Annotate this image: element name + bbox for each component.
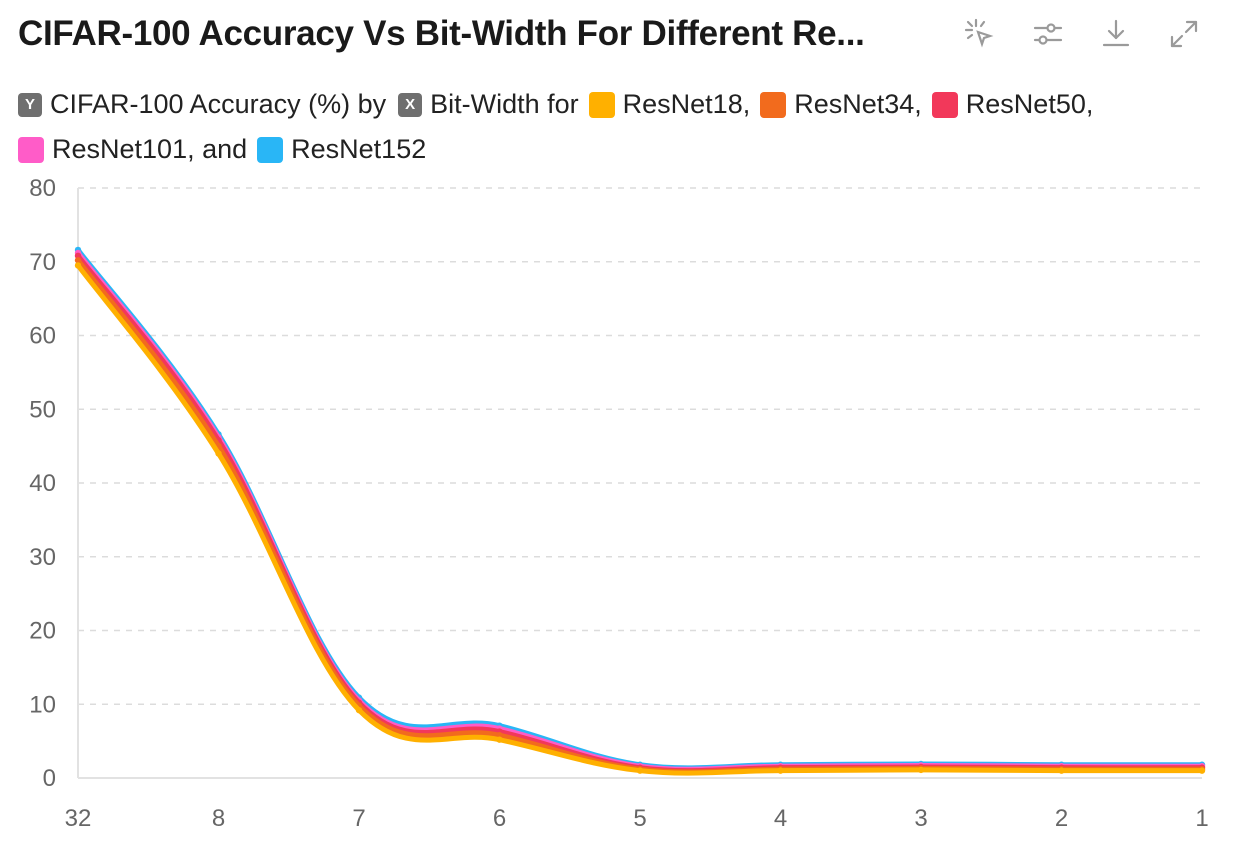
x-tick-label: 1: [1195, 805, 1208, 832]
settings-button[interactable]: [1014, 14, 1082, 54]
data-point-resnet18: [1058, 767, 1065, 774]
legend-swatch-resnet18: [588, 91, 615, 118]
chart-header: CIFAR-100 Accuracy Vs Bit-Width For Diff…: [18, 10, 1218, 60]
x-tick-label: 7: [352, 805, 365, 832]
y-tick-label: 40: [29, 470, 56, 497]
select-pointer-icon: [964, 18, 994, 48]
x-tick-label: 6: [493, 805, 506, 832]
legend-row-2: ResNet101, and ResNet152: [18, 127, 1198, 172]
data-point-resnet18: [215, 450, 222, 457]
download-icon: [1102, 19, 1130, 47]
data-point-resnet18: [777, 767, 784, 774]
data-point-resnet18: [917, 766, 925, 774]
settings-sliders-icon: [1033, 23, 1063, 45]
series-line-resnet34: [75, 257, 1205, 775]
y-tick-label: 70: [29, 249, 56, 276]
data-point-resnet50: [74, 252, 82, 260]
expand-button[interactable]: [1150, 14, 1218, 54]
y-tick-label: 0: [43, 765, 56, 792]
x-tick-label: 8: [212, 805, 225, 832]
expand-icon: [1170, 20, 1198, 48]
legend-swatch-resnet152: [257, 136, 284, 163]
legend-item-resnet101[interactable]: ResNet101, and: [52, 134, 248, 164]
y-tick-label: 50: [29, 396, 56, 423]
y-tick-label: 10: [29, 691, 56, 718]
y-axis-badge: Y: [18, 92, 42, 117]
legend-row-1: Y CIFAR-100 Accuracy (%) by X Bit-Width …: [18, 82, 1198, 127]
y-tick-label: 60: [29, 323, 56, 350]
data-point-resnet18: [496, 736, 503, 743]
legend-swatch-resnet101: [18, 136, 44, 163]
series-line-resnet18: [75, 262, 1205, 776]
x-tick-label: 3: [914, 805, 927, 832]
y-tick-label: 30: [29, 544, 56, 571]
legend-item-resnet50[interactable]: ResNet50,: [965, 89, 1094, 119]
download-button[interactable]: [1082, 14, 1150, 54]
x-axis-description: Bit-Width for: [430, 89, 579, 119]
y-tick-label: 80: [29, 175, 56, 202]
legend-swatch-resnet34: [760, 91, 787, 118]
data-point-resnet18: [355, 706, 363, 714]
data-point-resnet18: [1198, 767, 1206, 774]
legend-item-resnet152[interactable]: ResNet152: [291, 134, 427, 164]
select-pointer-button[interactable]: [946, 14, 1014, 54]
x-tick-label: 5: [633, 805, 646, 832]
x-tick-label: 4: [774, 805, 787, 832]
y-axis-description: CIFAR-100 Accuracy (%) by: [50, 89, 387, 119]
x-axis-badge: X: [398, 92, 423, 117]
legend-item-resnet18[interactable]: ResNet18,: [622, 89, 751, 119]
legend-swatch-resnet50: [931, 91, 958, 118]
series-line-resnet101: [75, 250, 1205, 772]
legend-item-resnet34[interactable]: ResNet34,: [794, 89, 922, 119]
x-tick-label: 32: [65, 805, 92, 832]
chart-toolbar: [946, 14, 1218, 54]
data-point-resnet34: [74, 257, 82, 264]
data-point-resnet18: [74, 262, 82, 269]
data-point-resnet18: [636, 767, 644, 774]
series-line-resnet50: [75, 253, 1205, 774]
chart-legend: Y CIFAR-100 Accuracy (%) by X Bit-Width …: [18, 82, 1198, 172]
y-tick-label: 20: [29, 618, 56, 645]
chart-title: CIFAR-100 Accuracy Vs Bit-Width For Diff…: [18, 14, 865, 53]
x-tick-label: 2: [1055, 805, 1068, 832]
